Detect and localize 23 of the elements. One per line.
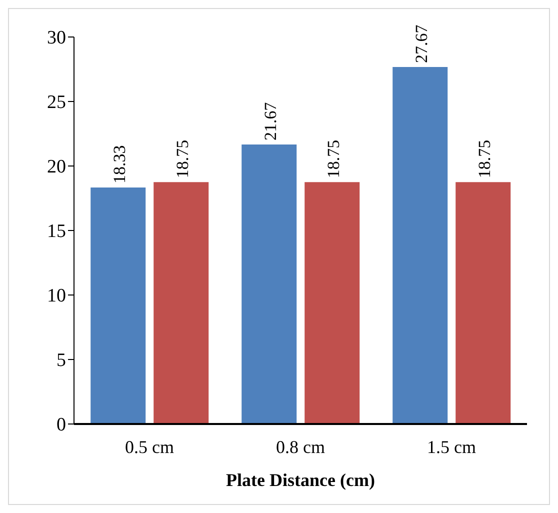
data-label: 18.75 <box>173 140 192 178</box>
x-tick-label: 0.8 cm <box>276 436 325 457</box>
bar <box>392 67 448 424</box>
bar <box>456 182 511 424</box>
y-tick-label: 15 <box>47 221 66 242</box>
bar <box>242 144 297 424</box>
x-tick-label: 1.5 cm <box>427 436 476 457</box>
bar <box>304 182 360 424</box>
x-axis-title: Plate Distance (cm) <box>226 470 375 490</box>
bar <box>154 182 209 424</box>
y-tick-label: 25 <box>47 92 66 114</box>
y-tick-label: 30 <box>47 28 66 49</box>
bar <box>90 188 146 424</box>
x-tick-label: 0.5 cm <box>125 436 174 457</box>
y-tick-label: 20 <box>47 156 66 178</box>
y-tick-label: 0 <box>56 414 66 436</box>
data-label: 18.75 <box>324 140 344 178</box>
data-label: 18.75 <box>475 140 494 178</box>
y-tick-label: 10 <box>47 286 66 307</box>
data-label: 27.67 <box>412 24 432 64</box>
data-label: 18.33 <box>110 145 130 184</box>
data-label: 21.67 <box>261 102 280 140</box>
y-tick-label: 5 <box>56 350 66 372</box>
